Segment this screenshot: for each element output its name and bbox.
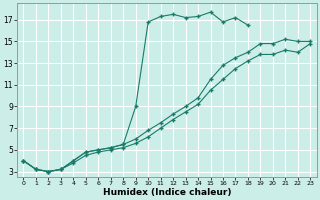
X-axis label: Humidex (Indice chaleur): Humidex (Indice chaleur) [103,188,231,197]
